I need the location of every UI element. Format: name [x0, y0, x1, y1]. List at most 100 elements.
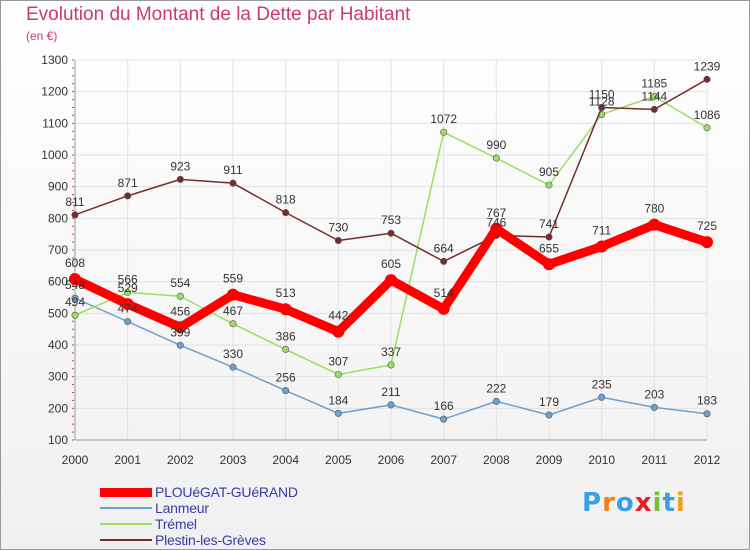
chart-subtitle: (en €)	[26, 29, 58, 43]
data-point	[650, 403, 658, 411]
y-tick-label: 1100	[42, 116, 68, 130]
data-label: 474	[118, 302, 138, 316]
data-label: 548	[65, 278, 85, 292]
legend-label: Plestin-les-Grèves	[155, 532, 266, 548]
y-tick-label: 1200	[41, 85, 68, 99]
data-label: 203	[644, 387, 664, 401]
data-point	[440, 257, 448, 265]
y-tick-label: 700	[48, 243, 68, 257]
data-label: 1150	[589, 88, 615, 102]
grid	[74, 59, 708, 441]
data-label: 818	[276, 193, 296, 207]
x-tick-label: 2001	[114, 453, 141, 467]
data-point	[545, 233, 553, 241]
y-tick-label: 200	[48, 401, 68, 415]
data-label: 1072	[430, 112, 457, 126]
y-tick-label: 100	[48, 433, 68, 447]
data-point	[490, 222, 503, 235]
data-label: 725	[697, 219, 717, 233]
data-label: 730	[328, 221, 348, 235]
data-point	[229, 320, 237, 328]
data-label: 330	[223, 347, 243, 361]
data-label: 456	[170, 304, 190, 318]
x-tick-label: 2011	[641, 453, 667, 467]
y-tick-label: 300	[48, 370, 68, 384]
data-point	[648, 218, 661, 231]
data-point	[282, 387, 290, 395]
data-point	[598, 393, 606, 401]
data-point	[282, 345, 290, 353]
data-label: 494	[65, 295, 85, 309]
data-label: 467	[223, 304, 243, 318]
data-point	[492, 397, 500, 405]
data-label: 753	[381, 213, 401, 227]
data-label: 559	[223, 272, 243, 286]
data-label: 741	[539, 217, 559, 231]
logo-letter: t	[662, 488, 676, 518]
data-label: 608	[65, 256, 85, 270]
data-label: 1185	[641, 76, 667, 90]
data-point	[703, 124, 711, 132]
data-label: 746	[486, 215, 506, 229]
logo-letter: r	[602, 488, 616, 518]
data-point	[595, 240, 608, 253]
data-point	[387, 401, 395, 409]
legend-label: Lanmeur	[155, 500, 209, 516]
data-point	[121, 298, 134, 311]
data-point	[69, 273, 81, 286]
data-point	[650, 92, 658, 100]
data-label: 990	[486, 138, 506, 152]
data-point	[703, 410, 711, 418]
y-tick-label: 1000	[41, 148, 68, 162]
axes: 100 200 300 400 500 600 700 800 900 1000 1100 1200 1…	[41, 53, 720, 467]
x-tick-label: 2005	[325, 453, 352, 467]
logo-letter: i	[652, 488, 663, 518]
y-tick-label: 900	[48, 180, 68, 194]
data-point	[385, 274, 397, 287]
data-point	[334, 370, 342, 378]
data-label: 179	[539, 395, 559, 409]
data-label: 183	[697, 394, 717, 408]
data-point	[440, 415, 448, 423]
x-tick-label: 2009	[536, 453, 563, 467]
data-label: 442	[328, 309, 348, 323]
data-point	[334, 409, 342, 417]
data-label: 529	[118, 281, 138, 295]
data-point	[650, 105, 658, 113]
x-tick-label: 2010	[588, 453, 615, 467]
data-label: 337	[381, 345, 401, 359]
data-point	[598, 104, 606, 112]
data-label: 655	[539, 241, 559, 255]
data-label: 871	[118, 176, 138, 190]
data-point	[437, 302, 450, 315]
data-point	[701, 236, 713, 249]
logo-letter: i	[675, 488, 686, 518]
y-tick-label: 600	[48, 275, 68, 289]
data-point	[124, 318, 132, 326]
logo-letter: x	[634, 488, 653, 518]
data-label: 780	[644, 202, 664, 216]
chart-title: Evolution du Montant de la Dette par Hab…	[26, 4, 411, 25]
data-point	[440, 128, 448, 136]
x-tick-label: 2003	[220, 453, 247, 467]
proxiti-logo: Proxiti	[582, 488, 686, 518]
x-tick-label: 2004	[272, 453, 299, 467]
data-label: 664	[434, 241, 454, 255]
data-labels: 608 529 456 559 513 442 605 514 767 655 711 780 725 5…	[65, 59, 721, 413]
logo-letter: o	[615, 488, 635, 518]
data-label: 911	[223, 163, 242, 177]
data-label: 554	[170, 276, 190, 290]
y-tick-label: 500	[48, 306, 68, 320]
data-label: 166	[434, 399, 454, 413]
x-tick-label: 2007	[430, 453, 457, 467]
data-point	[282, 209, 290, 217]
data-point	[332, 325, 345, 338]
legend-label: Trémel	[155, 516, 197, 532]
data-point	[229, 179, 237, 187]
data-label: 211	[381, 385, 400, 399]
data-point	[543, 258, 555, 271]
data-label: 923	[170, 159, 190, 173]
data-point	[703, 75, 711, 83]
legend-swatch	[100, 507, 152, 509]
